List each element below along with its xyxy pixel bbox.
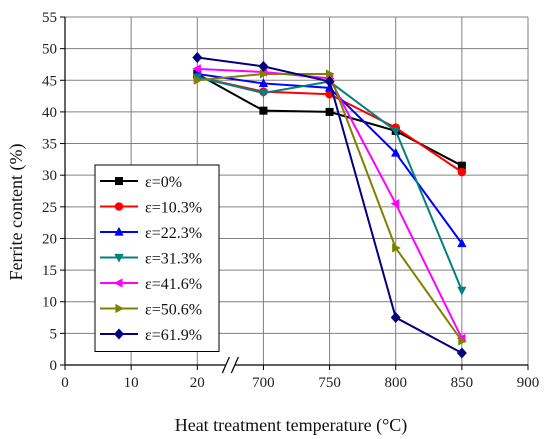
data-point [193,75,203,85]
data-point [324,76,335,88]
legend-label: ε=50.6% [145,302,202,319]
legend-item: ε=61.9% [100,327,202,344]
y-axis-title: Ferrite content (%) [6,144,27,281]
data-point [325,69,335,79]
series [193,69,467,346]
x-tick-label: 900 [517,375,540,391]
y-tick-label: 25 [42,200,57,216]
legend-label: ε=10.3% [145,200,202,217]
x-tick-label: 0 [61,375,69,391]
legend-marker [113,278,123,288]
data-point [457,167,467,177]
data-point [390,199,400,209]
legend-item: ε=22.3% [100,225,202,242]
y-tick-label: 0 [50,358,58,374]
legend-marker [114,226,124,236]
data-point [192,64,201,74]
data-point [259,106,268,115]
y-tick-label: 10 [42,295,57,311]
plot-area [192,51,467,359]
series [192,64,466,344]
x-tick-label: 750 [318,375,341,391]
axis-break [221,355,239,375]
data-point [391,127,401,136]
legend-marker [114,202,124,211]
legend-item: ε=50.6% [100,302,202,319]
legend-item: ε=31.3% [100,251,202,268]
y-tick-label: 20 [42,231,57,247]
legend-label: ε=22.3% [145,225,202,242]
data-point [390,312,401,324]
y-tick-label: 5 [50,326,58,342]
data-point [456,347,467,359]
x-tick-label: 850 [451,375,474,391]
legend-marker [114,328,124,340]
legend-marker [115,303,125,314]
legend-marker [115,177,123,185]
y-tick-label: 35 [42,137,57,153]
data-point [258,60,269,72]
data-point [192,51,203,63]
x-tick-label: 800 [384,375,407,391]
legend-marker [114,253,124,263]
data-point [457,238,467,248]
legend-item: ε=41.6% [100,276,202,293]
data-point [457,286,467,296]
data-point [258,78,269,88]
data-point [259,69,269,79]
x-tick-label: 10 [124,375,139,391]
legend: ε=0% ε=10.3% ε=22.3% ε=31.3% ε=41.6% ε=50.6% ε… [94,164,220,352]
axes: 0 5 10 15 20 25 30 35 40 45 50 55 0 10 20 700 750 800 850 9… [42,10,539,391]
data-point [457,161,466,170]
y-tick-label: 55 [42,10,57,26]
y-tick-label: 15 [42,263,57,279]
data-point [325,107,334,116]
legend-label: ε=61.9% [145,327,202,344]
axis-break-gap [224,355,237,375]
y-tick-label: 50 [42,42,57,58]
y-tick-label: 45 [42,73,57,89]
legend-label: ε=41.6% [145,276,202,293]
data-point [391,147,401,157]
legend-item: ε=10.3% [100,200,202,217]
x-tick-label: 20 [190,375,205,391]
axis-break-mark [230,356,239,374]
data-point [392,243,401,253]
x-axis-title: Heat treatment temperature (°C) [175,415,408,436]
axis-break-mark [221,356,230,374]
legend-item: ε=0% [100,174,182,191]
series [192,51,467,359]
data-point [458,336,467,346]
data-point [258,89,269,99]
legend-label: ε=31.3% [145,251,202,268]
y-tick-label: 30 [42,168,57,184]
legend-label: ε=0% [145,174,182,191]
y-tick-label: 40 [42,105,57,121]
x-tick-label: 700 [252,375,275,391]
